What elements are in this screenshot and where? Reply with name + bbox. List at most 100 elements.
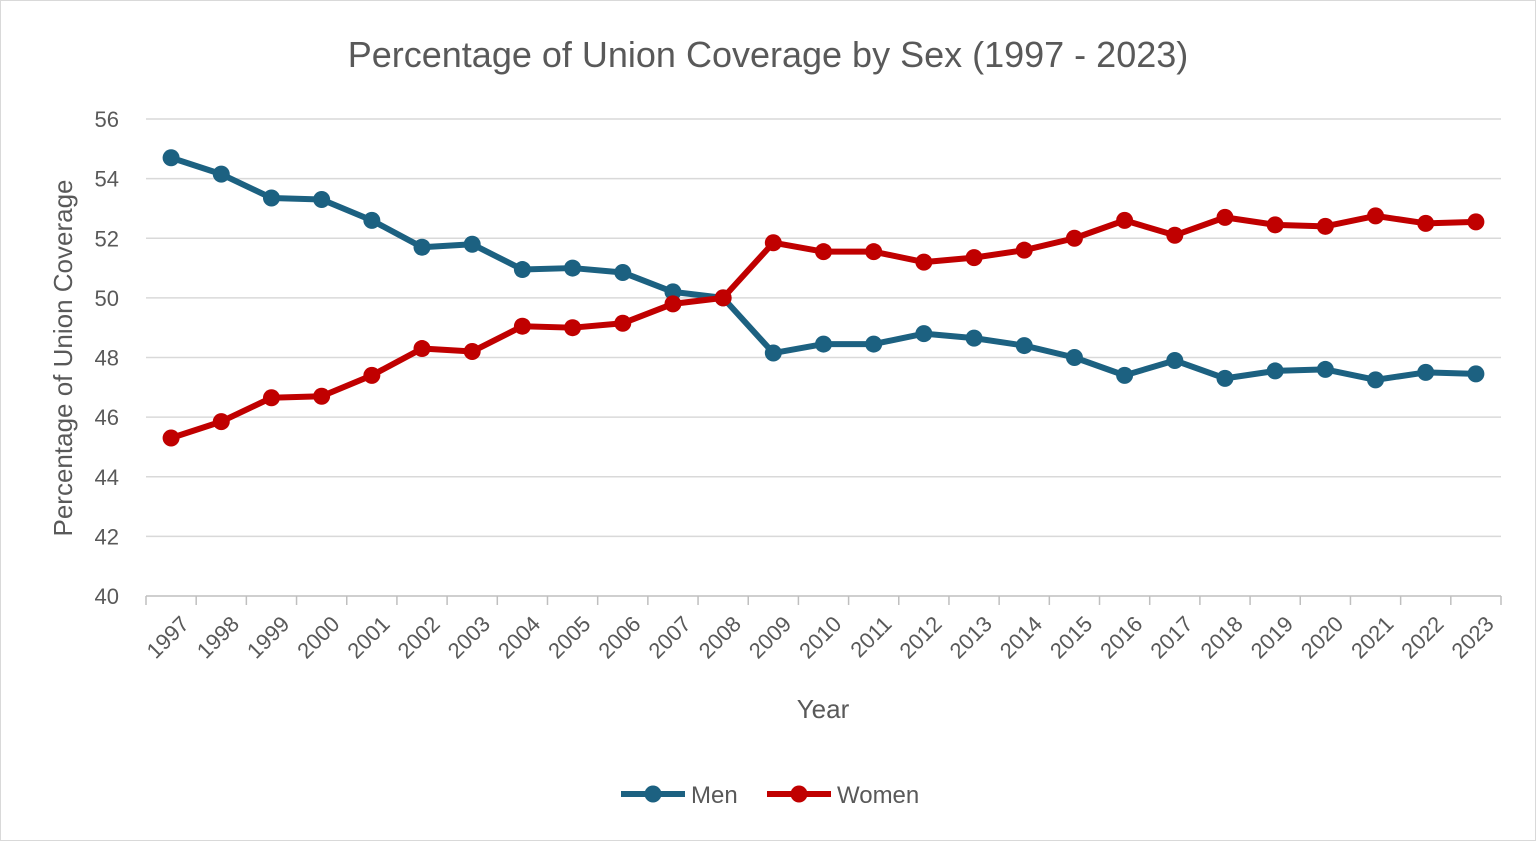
y-tick-label: 48 (95, 346, 119, 371)
x-tick-label: 2022 (1396, 611, 1448, 663)
y-axis-ticks: 40 42 44 46 48 50 52 54 56 (95, 107, 119, 609)
data-point (764, 234, 782, 252)
x-axis-ticks: 1997199819992000200120022003200420052006… (142, 611, 1499, 663)
data-point (212, 165, 230, 183)
data-point (865, 243, 883, 261)
x-tick-label: 2010 (794, 611, 846, 663)
data-point (1367, 371, 1385, 389)
data-point (1367, 207, 1385, 225)
data-point (1065, 229, 1083, 247)
data-point (614, 314, 632, 332)
gridlines (146, 118, 1501, 538)
data-point (1216, 208, 1234, 226)
data-point (965, 329, 983, 347)
x-tick-label: 2015 (1045, 611, 1097, 663)
y-tick-label: 52 (95, 226, 119, 251)
y-axis-title: Percentage of Union Coverage (48, 179, 78, 536)
data-point (915, 325, 933, 343)
legend-label: Men (691, 782, 738, 809)
x-tick-label: 2006 (593, 611, 645, 663)
data-point (513, 317, 531, 335)
data-point (1116, 211, 1134, 229)
data-point (1015, 337, 1033, 355)
data-point (664, 295, 682, 313)
data-point (162, 149, 180, 167)
data-point (463, 235, 481, 253)
data-point (1166, 226, 1184, 244)
data-point (664, 283, 682, 301)
y-tick-label: 40 (95, 584, 119, 609)
data-point (363, 366, 381, 384)
legend: Men Women (621, 782, 919, 809)
data-point (714, 289, 732, 307)
data-point (1316, 360, 1334, 378)
data-point (865, 335, 883, 353)
data-point (1417, 214, 1435, 232)
x-tick-label: 2009 (744, 611, 796, 663)
x-tick-label: 2013 (945, 611, 997, 663)
y-tick-label: 56 (95, 107, 119, 132)
y-tick-label: 54 (95, 167, 119, 192)
data-point (564, 259, 582, 277)
data-point (1266, 216, 1284, 234)
chart-title: Percentage of Union Coverage by Sex (199… (348, 34, 1189, 75)
data-point (262, 189, 280, 207)
x-tick-label: 2012 (894, 611, 946, 663)
series-men (162, 149, 1485, 389)
x-axis-title: Year (797, 694, 850, 724)
data-point (815, 243, 832, 261)
data-point (764, 344, 782, 362)
x-tick-label: 2021 (1346, 611, 1398, 663)
y-tick-label: 42 (95, 524, 119, 549)
data-point (413, 340, 431, 358)
y-tick-label: 50 (95, 286, 119, 311)
data-point (564, 319, 582, 337)
data-point (313, 387, 331, 405)
y-tick-label: 44 (95, 465, 119, 490)
y-tick-label: 46 (95, 405, 119, 430)
data-point (1116, 366, 1134, 384)
x-tick-label: 1997 (142, 611, 194, 663)
data-point (162, 429, 180, 447)
data-point (363, 211, 381, 229)
data-point (1065, 349, 1083, 366)
data-point (614, 264, 632, 282)
x-tick-label: 2020 (1296, 611, 1348, 663)
x-tick-label: 1999 (242, 611, 294, 663)
x-tick-label: 2023 (1446, 611, 1498, 663)
x-tick-label: 2017 (1145, 611, 1197, 663)
x-tick-label: 2005 (543, 611, 595, 663)
data-point (1015, 241, 1033, 259)
series (162, 149, 1485, 447)
x-tick-label: 2008 (694, 611, 746, 663)
legend-item-women: Women (767, 782, 919, 809)
x-tick-label: 1998 (192, 611, 244, 663)
axes (145, 595, 1502, 605)
x-tick-label: 2019 (1246, 611, 1298, 663)
x-tick-label: 2007 (644, 611, 696, 663)
data-point (262, 389, 280, 407)
legend-item-men: Men (621, 782, 738, 809)
x-tick-label: 2003 (443, 611, 495, 663)
x-tick-label: 2016 (1095, 611, 1147, 663)
data-point (815, 335, 832, 353)
data-point (1467, 213, 1485, 231)
data-point (513, 261, 531, 279)
data-point (1166, 351, 1184, 369)
data-point (313, 190, 331, 208)
series-women (162, 207, 1485, 447)
x-tick-label: 2018 (1196, 611, 1248, 663)
data-point (1467, 365, 1485, 383)
x-tick-label: 2000 (292, 611, 344, 663)
data-point (915, 253, 933, 271)
legend-label: Women (837, 782, 919, 809)
x-tick-label: 2011 (845, 611, 896, 662)
data-point (463, 343, 481, 361)
data-point (212, 413, 230, 431)
x-tick-label: 2004 (493, 611, 545, 663)
data-point (1417, 363, 1435, 381)
data-point (1216, 369, 1234, 387)
legend-swatch-marker (790, 785, 808, 803)
